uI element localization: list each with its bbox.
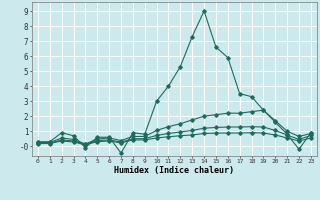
X-axis label: Humidex (Indice chaleur): Humidex (Indice chaleur) bbox=[115, 166, 234, 175]
